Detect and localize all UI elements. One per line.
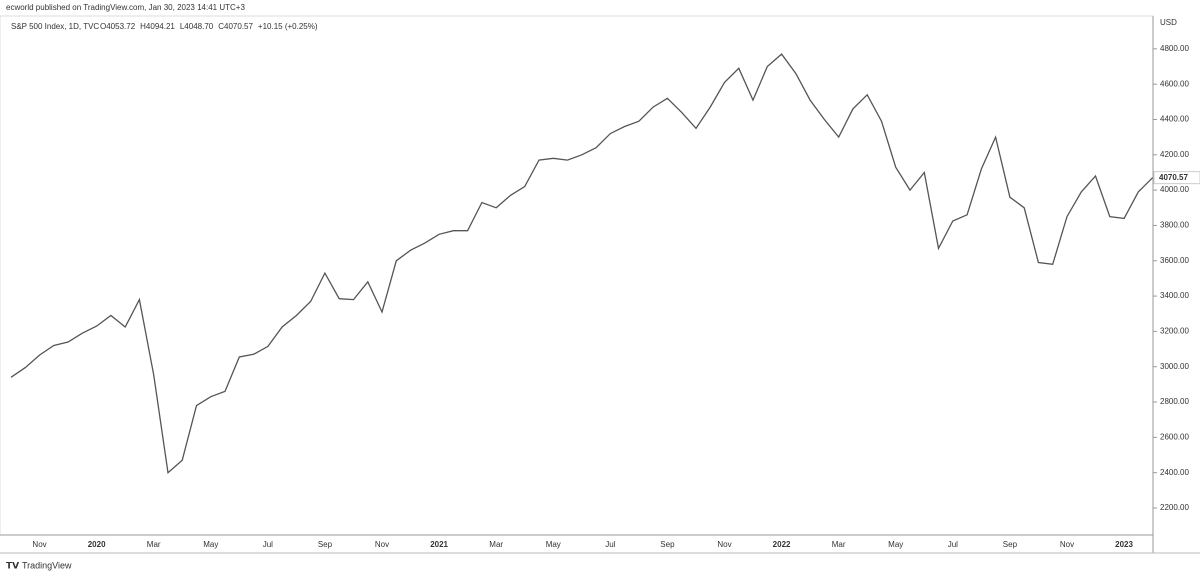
y-tick-label: 3000.00 [1160, 362, 1189, 371]
legend-value: +10.15 (+0.25%) [258, 22, 318, 31]
x-tick-label: 2020 [88, 540, 106, 549]
y-tick-label: 2600.00 [1160, 432, 1189, 441]
y-tick-label: 4400.00 [1160, 115, 1189, 124]
y-tick-label: 4200.00 [1160, 150, 1189, 159]
x-tick-label: May [888, 540, 903, 549]
y-tick-label: 3600.00 [1160, 256, 1189, 265]
byline: ecworld published on TradingView.com, Ja… [6, 3, 245, 12]
x-tick-label: Nov [375, 540, 389, 549]
x-tick-label: Mar [489, 540, 503, 549]
x-tick-label: Jul [948, 540, 958, 549]
x-tick-label: Nov [1060, 540, 1074, 549]
x-tick-label: Nov [32, 540, 46, 549]
legend-title: S&P 500 Index, 1D, TVC [11, 22, 99, 31]
x-tick-label: 2021 [430, 540, 448, 549]
x-tick-label: 2023 [1115, 540, 1133, 549]
legend-value: C4070.57 [218, 22, 253, 31]
logo-mark: 𝗧𝗩 [6, 560, 19, 570]
x-tick-label: Jul [605, 540, 615, 549]
legend-value: L4048.70 [180, 22, 214, 31]
y-tick-label: 3800.00 [1160, 221, 1189, 230]
legend-value: O4053.72 [100, 22, 136, 31]
y-tick-label: 2200.00 [1160, 503, 1189, 512]
x-tick-label: May [546, 540, 561, 549]
footer-logo: 𝗧𝗩 TradingView [6, 560, 72, 570]
y-axis-label: USD [1160, 18, 1177, 27]
x-tick-label: Mar [147, 540, 161, 549]
y-tick-label: 4800.00 [1160, 44, 1189, 53]
y-tick-label: 4600.00 [1160, 79, 1189, 88]
last-price-box [1153, 171, 1200, 185]
x-tick-label: Nov [717, 540, 731, 549]
x-tick-label: May [203, 540, 218, 549]
y-tick-label: 4000.00 [1160, 185, 1189, 194]
x-tick-label: Mar [832, 540, 846, 549]
x-tick-label: Sep [660, 540, 675, 549]
y-tick-label: 2800.00 [1160, 397, 1189, 406]
footer-text: TradingView [22, 560, 72, 570]
legend: S&P 500 Index, 1D, TVC O4053.72 H4094.21 L… [11, 22, 318, 31]
y-tick-label: 3200.00 [1160, 327, 1189, 336]
y-tick-label: 2400.00 [1160, 468, 1189, 477]
x-tick-label: 2022 [773, 540, 791, 549]
legend-value: H4094.21 [140, 22, 175, 31]
price-line [10, 53, 1154, 474]
x-tick-label: Sep [318, 540, 333, 549]
last-price-label: 4070.57 [1159, 173, 1188, 182]
y-tick-label: 3400.00 [1160, 291, 1189, 300]
x-tick-label: Jul [263, 540, 273, 549]
x-tick-label: Sep [1003, 540, 1018, 549]
